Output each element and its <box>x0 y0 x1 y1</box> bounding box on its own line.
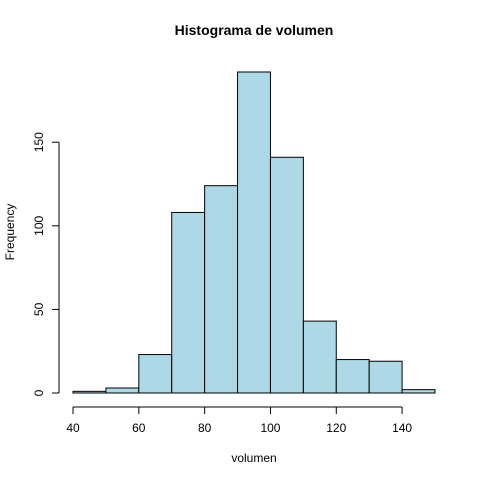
x-tick-label: 100 <box>260 421 280 435</box>
bars-group <box>72 71 436 394</box>
histogram-bar <box>335 359 370 394</box>
histogram-bar <box>72 390 107 394</box>
histogram-bar <box>368 360 403 394</box>
chart-title: Histograma de volumen <box>175 22 334 38</box>
histogram-bar <box>237 71 271 394</box>
x-tick-label: 60 <box>132 421 146 435</box>
x-tick-label: 120 <box>326 421 346 435</box>
histogram-bar <box>269 156 304 394</box>
histogram-bar <box>302 320 337 394</box>
x-tick-label: 40 <box>66 421 80 435</box>
x-tick-label: 140 <box>392 421 412 435</box>
x-axis: 40 60 80 100 120 140 <box>66 406 412 435</box>
y-tick-label: 150 <box>32 132 46 152</box>
histogram-bar <box>138 354 173 394</box>
histogram-bar <box>401 389 436 394</box>
x-tick-label: 80 <box>198 421 212 435</box>
y-axis-label: Frequency <box>3 204 17 261</box>
y-tick-label: 0 <box>32 389 46 396</box>
histogram-bar <box>105 387 140 394</box>
histogram-bar <box>204 185 239 394</box>
histogram-bar <box>171 211 206 394</box>
y-tick-label: 50 <box>32 302 46 316</box>
y-tick-label: 100 <box>32 215 46 235</box>
x-axis-label: volumen <box>231 451 276 465</box>
y-axis: 0 50 100 150 <box>32 132 60 396</box>
